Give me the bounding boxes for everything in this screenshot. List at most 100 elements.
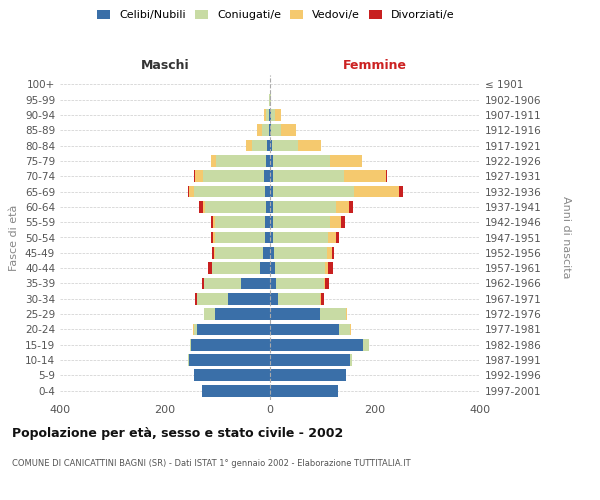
Bar xyxy=(331,155,362,167)
Bar xyxy=(215,308,270,320)
Bar xyxy=(275,262,325,274)
Bar xyxy=(251,140,268,151)
Bar xyxy=(202,278,205,289)
Bar xyxy=(197,324,270,336)
Bar xyxy=(212,262,260,274)
Bar xyxy=(191,339,270,351)
Bar xyxy=(270,370,346,382)
Bar xyxy=(270,339,364,351)
Bar xyxy=(214,247,215,259)
Bar xyxy=(350,324,351,336)
Bar xyxy=(270,308,320,320)
Text: Popolazione per età, sesso e stato civile - 2002: Popolazione per età, sesso e stato civil… xyxy=(12,428,343,440)
Bar xyxy=(278,293,320,305)
Bar xyxy=(270,186,272,198)
Bar xyxy=(211,216,214,228)
Bar xyxy=(269,124,270,136)
Bar xyxy=(196,293,197,305)
Y-axis label: Anni di nascita: Anni di nascita xyxy=(561,196,571,279)
Bar xyxy=(270,140,272,151)
Bar xyxy=(264,109,266,121)
Bar xyxy=(328,262,333,274)
Bar xyxy=(272,170,343,182)
Bar xyxy=(270,232,273,243)
Bar xyxy=(331,216,341,228)
Bar xyxy=(270,201,272,213)
Bar xyxy=(194,186,265,198)
Bar xyxy=(325,262,328,274)
Bar xyxy=(262,124,269,136)
Bar xyxy=(215,216,265,228)
Bar xyxy=(193,324,194,336)
Bar xyxy=(268,140,270,151)
Bar xyxy=(263,247,270,259)
Text: Femmine: Femmine xyxy=(343,59,407,72)
Bar xyxy=(214,232,215,243)
Bar xyxy=(257,124,262,136)
Bar xyxy=(188,354,270,366)
Text: Maschi: Maschi xyxy=(140,59,190,72)
Bar xyxy=(194,170,196,182)
Bar xyxy=(272,201,335,213)
Bar xyxy=(215,247,263,259)
Bar xyxy=(354,186,398,198)
Bar xyxy=(199,201,203,213)
Bar xyxy=(190,339,191,351)
Bar xyxy=(398,186,403,198)
Bar xyxy=(205,278,241,289)
Bar xyxy=(194,324,197,336)
Bar xyxy=(196,170,203,182)
Bar xyxy=(321,293,323,305)
Bar xyxy=(266,155,270,167)
Bar xyxy=(270,216,272,228)
Bar xyxy=(335,201,349,213)
Bar xyxy=(194,370,270,382)
Bar xyxy=(212,247,214,259)
Bar xyxy=(281,124,296,136)
Bar xyxy=(197,293,228,305)
Bar xyxy=(211,232,214,243)
Bar xyxy=(343,170,386,182)
Bar xyxy=(270,385,338,397)
Bar xyxy=(341,216,345,228)
Bar xyxy=(270,354,350,366)
Bar xyxy=(328,232,336,243)
Bar xyxy=(298,140,322,151)
Bar xyxy=(349,201,353,213)
Text: COMUNE DI CANICATTINI BAGNI (SR) - Dati ISTAT 1° gennaio 2002 - Elaborazione TUT: COMUNE DI CANICATTINI BAGNI (SR) - Dati … xyxy=(12,459,410,468)
Bar xyxy=(228,293,270,305)
Bar xyxy=(266,201,270,213)
Bar xyxy=(272,186,354,198)
Bar xyxy=(270,170,272,182)
Bar xyxy=(205,308,215,320)
Bar xyxy=(269,109,270,121)
Bar xyxy=(211,155,216,167)
Bar xyxy=(346,308,347,320)
Bar xyxy=(214,216,215,228)
Bar xyxy=(323,278,325,289)
Bar xyxy=(274,247,326,259)
Bar xyxy=(275,109,281,121)
Bar xyxy=(265,186,270,198)
Bar xyxy=(203,201,205,213)
Legend: Celibi/Nubili, Coniugati/e, Vedovi/e, Divorziati/e: Celibi/Nubili, Coniugati/e, Vedovi/e, Di… xyxy=(93,6,459,25)
Bar xyxy=(264,170,270,182)
Bar xyxy=(270,262,275,274)
Bar xyxy=(271,109,275,121)
Bar xyxy=(270,155,272,167)
Bar xyxy=(208,262,212,274)
Bar xyxy=(203,170,264,182)
Bar xyxy=(270,124,271,136)
Bar xyxy=(273,232,328,243)
Bar xyxy=(188,186,194,198)
Bar xyxy=(216,155,266,167)
Bar xyxy=(364,339,368,351)
Bar xyxy=(320,293,321,305)
Bar xyxy=(336,232,339,243)
Bar xyxy=(350,354,352,366)
Bar xyxy=(260,262,270,274)
Bar xyxy=(270,293,278,305)
Bar xyxy=(326,247,332,259)
Bar xyxy=(265,232,270,243)
Y-axis label: Fasce di età: Fasce di età xyxy=(10,204,19,270)
